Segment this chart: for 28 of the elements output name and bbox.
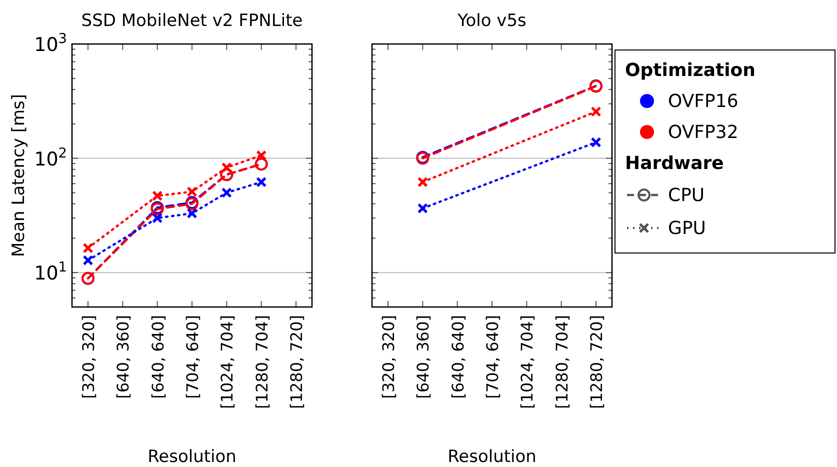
text: GPU [668, 218, 706, 239]
x-tick-label: [640, 360] [414, 315, 433, 399]
x-tick-label: [640, 640] [448, 315, 468, 399]
x-tick-label: [1024, 704] [218, 315, 237, 409]
legend-label: OVFP32 [668, 122, 738, 143]
y-tick-label: 10$^{2}$ [34, 145, 67, 170]
x-tick-label: [320, 320] [379, 315, 398, 399]
chart-title: SSD MobileNet v2 FPNLite [81, 11, 303, 31]
x-tick-label: [320, 320] [79, 315, 98, 399]
text: CPU [668, 185, 705, 206]
chart-title: Yolo v5s [456, 11, 527, 31]
x-tick-label: [704, 640] [183, 315, 202, 399]
text: Hardware [625, 153, 724, 174]
x-tick-label: [1280, 720] [587, 315, 606, 409]
x-tick-label: [640, 640] [148, 315, 168, 399]
legend-title: Optimization [625, 60, 756, 81]
legend-label: OVFP16 [668, 91, 738, 112]
x-tick-label: [640, 360] [114, 315, 133, 399]
x-axis-title: Resolution [148, 447, 236, 467]
x-tick-label: [1024, 704] [518, 315, 537, 409]
x-axis-title: Resolution [448, 447, 536, 467]
x-tick-label: [1280, 720] [287, 315, 306, 409]
x-tick-label: [1280, 704] [552, 315, 572, 409]
y-axis-title: Mean Latency [ms] [9, 94, 29, 258]
x-tick-label: [1280, 704] [252, 315, 272, 409]
x-tick-label: [704, 640] [483, 315, 502, 399]
y-tick-label: 10$^{3}$ [34, 31, 67, 56]
y-tick-label: 10$^{1}$ [34, 260, 67, 285]
